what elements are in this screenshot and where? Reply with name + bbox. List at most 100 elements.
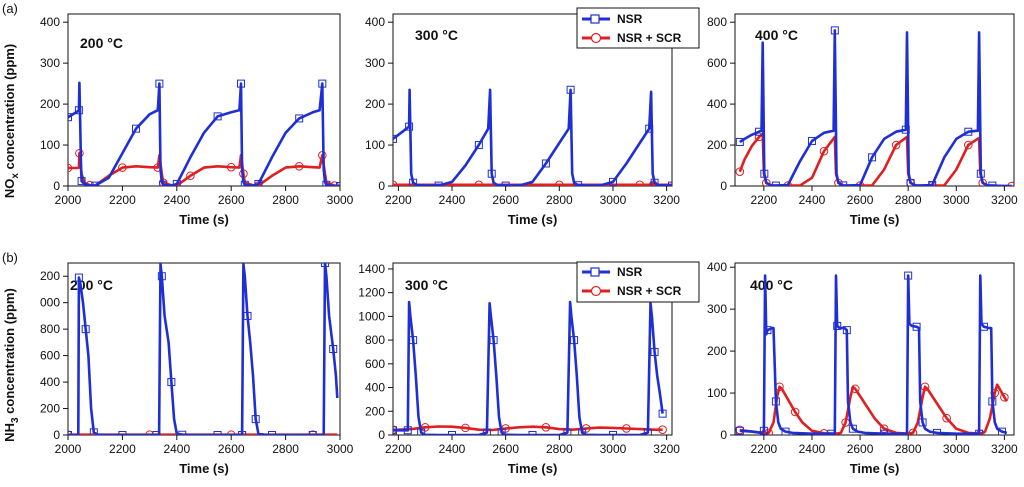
data-point [236,79,245,88]
x-tick-label: 2200 [751,193,778,207]
legend-a: NSR NSR + SCR [576,7,700,49]
data-point [132,124,140,133]
data-point [975,429,984,435]
data-point [807,136,816,145]
y-tick-label: 200 [40,402,60,416]
data-point [308,431,317,435]
data-point [771,181,780,186]
data-point [393,180,398,186]
series-line [68,151,340,186]
legend-b: NSR NSR + SCR [576,261,700,303]
data-point [839,181,848,186]
data-point [781,427,790,435]
series-nsr-scr [735,132,1014,186]
data-point [658,425,667,434]
data-point [830,26,839,35]
data-point [608,177,617,186]
series-line [68,263,339,435]
y-tick-label: 0 [378,179,385,193]
data-point [238,431,247,435]
y-tick-label: 200 [707,138,727,152]
y-tick-label: 600 [707,56,727,70]
data-point [243,311,252,320]
data-point [901,125,910,134]
y-tick-label: 800 [707,15,727,29]
data-point [760,169,769,178]
x-tick-label: 2600 [847,193,874,207]
x-tick-label: 2200 [109,442,136,456]
x-tick-label: 2800 [895,193,922,207]
data-point [213,112,222,121]
x-tick-label: 2400 [439,193,466,207]
data-point [482,428,491,435]
panel-temperature: 200 °C [80,35,123,51]
data-point [928,180,937,186]
data-point [294,162,304,171]
data-point [979,322,988,331]
x-tick-label: 3000 [943,193,970,207]
x-tick-label: 2800 [895,442,922,456]
x-tick-label: 2400 [163,442,190,456]
data-point [155,79,164,88]
data-point [405,122,414,131]
data-point [461,423,470,433]
data-point [570,336,579,345]
data-point [608,431,617,435]
panel-temperature: 200 °C [70,277,113,293]
x-tick-label: 3000 [943,442,970,456]
data-point [68,163,73,173]
data-point [918,418,927,427]
y-tick-label: 0 [720,179,727,193]
data-point [997,427,1006,435]
y-tick-label: 0 [53,428,60,442]
series-line [68,81,340,186]
data-point [409,178,418,186]
panel-b3: 2200 2400 2600 2800 3000 3200 0 100 200 300 400 Tim… [707,260,1018,476]
data-point [321,263,330,267]
data-point [541,422,551,432]
data-point [393,426,397,435]
ylabel-nh3: NH3 concentration (ppm) [2,288,21,442]
data-point [764,428,773,435]
data-point [487,169,496,178]
data-point [226,162,236,172]
series-line [739,274,1008,435]
data-point [827,429,836,435]
data-point [988,397,997,406]
y-tick-label: 600 [40,349,60,363]
series-nsr-scr [393,422,667,434]
x-tick-label: 2600 [218,442,245,456]
data-point [322,180,331,186]
data-point [563,428,572,435]
series-line [393,425,663,432]
data-point [635,180,645,186]
data-point [735,167,745,176]
data-point [771,397,780,406]
panel-a1: 2000 2200 2400 2600 2800 3000 0 100 200 300 400 Tim… [40,13,354,227]
data-point [91,181,100,186]
series-line [739,29,1012,186]
data-point [118,163,127,172]
data-point [755,127,764,136]
data-point [409,336,418,345]
data-point [912,322,921,331]
legend-nsr-marker [590,14,600,24]
y-tick-label: 1000 [358,309,385,323]
data-point [976,169,985,178]
data-point [541,159,550,168]
x-tick-label: 3000 [327,442,354,456]
y-tick-label: 800 [365,333,385,347]
data-point [528,431,537,435]
series-nsr [735,26,1012,186]
data-point [295,114,304,123]
y-tick-label: 1400 [358,262,385,276]
data-point [964,140,973,150]
panel-temperature: 300 °C [415,27,458,43]
y-tick-label: 200 [40,269,60,283]
data-point [848,424,857,433]
x-tick-label: 2200 [385,193,412,207]
y-tick-label: 800 [40,322,60,336]
data-point [393,134,397,143]
y-tick-label: 200 [707,344,727,358]
